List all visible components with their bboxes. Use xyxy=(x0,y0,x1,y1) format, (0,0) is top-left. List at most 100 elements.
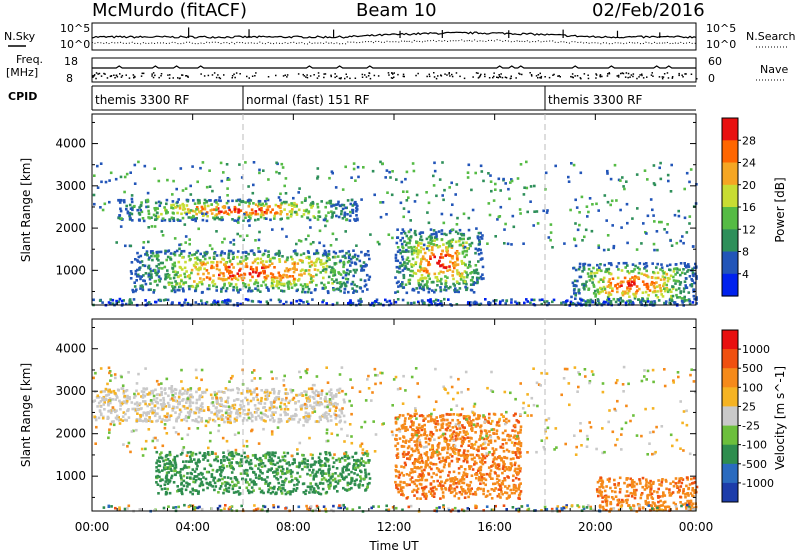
scatter-cell xyxy=(402,247,405,250)
scatter-cell xyxy=(174,237,177,240)
scatter-cell xyxy=(306,406,309,409)
scatter-cell xyxy=(144,165,147,168)
scatter-cell xyxy=(456,280,459,283)
scatter-cell xyxy=(135,270,138,273)
scatter-cell xyxy=(284,408,287,411)
scatter-cell xyxy=(568,180,571,183)
scatter-cell xyxy=(472,468,475,471)
scatter-cell xyxy=(220,162,223,165)
scatter-cell xyxy=(344,257,347,260)
scatter-cell xyxy=(518,478,521,481)
scatter-cell xyxy=(693,282,696,285)
scatter-cell xyxy=(235,484,238,487)
scatter-cell xyxy=(303,416,306,419)
scatter-cell xyxy=(103,390,106,393)
scatter-cell xyxy=(336,302,339,305)
scatter-cell xyxy=(365,253,368,256)
scatter-cell xyxy=(366,455,369,458)
scatter-cell xyxy=(188,466,191,469)
scatter-cell xyxy=(317,491,320,494)
scatter-cell xyxy=(490,190,493,193)
scatter-cell xyxy=(166,474,169,477)
scatter-cell xyxy=(298,278,301,281)
scatter-cell xyxy=(305,286,308,289)
scatter-cell xyxy=(198,267,201,270)
scatter-cell xyxy=(119,404,122,407)
scatter-cell xyxy=(465,241,468,244)
scatter-cell xyxy=(632,263,635,266)
scatter-cell xyxy=(271,417,274,420)
scatter-cell xyxy=(341,475,344,478)
scatter-cell xyxy=(258,474,261,477)
scatter-cell xyxy=(628,295,631,298)
scatter-cell xyxy=(244,161,247,164)
scatter-cell xyxy=(523,302,526,305)
scatter-cell xyxy=(598,281,601,284)
scatter-cell xyxy=(216,213,219,216)
scatter-cell xyxy=(221,482,224,485)
scatter-cell xyxy=(202,484,205,487)
scatter-cell xyxy=(536,210,539,213)
scatter-cell xyxy=(330,244,333,247)
scatter-cell xyxy=(478,232,481,235)
scatter-cell xyxy=(406,262,409,265)
scatter-cell xyxy=(277,287,280,290)
scatter-cell xyxy=(658,284,661,287)
scatter-cell xyxy=(587,299,590,302)
scatter-cell xyxy=(129,204,132,207)
scatter-cell xyxy=(260,284,263,287)
scatter-cell xyxy=(441,213,444,216)
scatter-cell xyxy=(432,281,435,284)
scatter-cell xyxy=(228,206,231,209)
scatter-cell xyxy=(626,222,629,225)
scatter-cell xyxy=(266,209,269,212)
scatter-cell xyxy=(147,226,150,229)
scatter-cell xyxy=(321,301,324,304)
scatter-cell xyxy=(575,285,578,288)
scatter-cell xyxy=(164,487,167,490)
scatter-cell xyxy=(434,302,437,305)
scatter-cell xyxy=(419,262,422,265)
scatter-cell xyxy=(669,239,672,242)
scatter-cell xyxy=(637,276,640,279)
scatter-cell xyxy=(227,257,230,260)
scatter-cell xyxy=(354,179,357,182)
scatter-cell xyxy=(441,238,444,241)
scatter-cell xyxy=(298,209,301,212)
scatter-cell xyxy=(164,419,167,422)
scatter-cell xyxy=(248,492,251,495)
scatter-cell xyxy=(626,203,629,206)
scatter-cell xyxy=(446,413,449,416)
scatter-cell xyxy=(486,473,489,476)
scatter-cell xyxy=(246,419,249,422)
scatter-cell xyxy=(324,286,327,289)
scatter-cell xyxy=(405,249,408,252)
scatter-cell xyxy=(186,476,189,479)
scatter-cell xyxy=(413,494,416,497)
scatter-cell xyxy=(319,230,322,233)
scatter-cell xyxy=(263,413,266,416)
scatter-cell xyxy=(578,211,581,214)
scatter-cell xyxy=(254,239,257,242)
scatter-cell xyxy=(183,250,186,253)
scatter-cell xyxy=(317,218,320,221)
scatter-cell xyxy=(144,265,147,268)
scatter-cell xyxy=(550,223,553,226)
scatter-cell xyxy=(507,243,510,246)
scatter-cell xyxy=(503,242,506,245)
scatter-cell xyxy=(351,261,354,264)
scatter-cell xyxy=(294,252,297,255)
scatter-cell xyxy=(229,412,232,415)
scatter-cell xyxy=(475,264,478,267)
scatter-cell xyxy=(118,217,121,220)
scatter-cell xyxy=(504,223,507,226)
scatter-cell xyxy=(478,277,481,280)
scatter-cell xyxy=(658,167,661,170)
scatter-cell xyxy=(452,238,455,241)
scatter-cell xyxy=(578,224,581,227)
scatter-cell xyxy=(209,185,212,188)
scatter-cell xyxy=(451,203,454,206)
scatter-cell xyxy=(433,495,436,498)
scatter-cell xyxy=(443,289,446,292)
scatter-cell xyxy=(413,463,416,466)
